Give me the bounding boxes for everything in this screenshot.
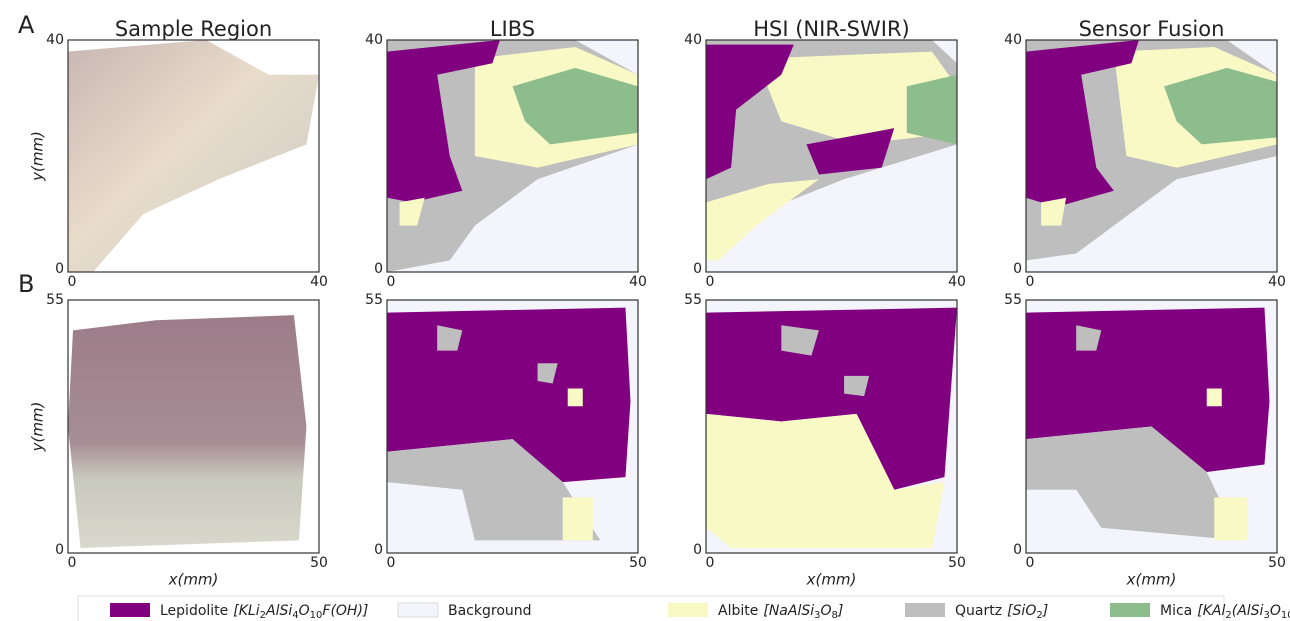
y-tick-label: 0 [374,261,383,277]
x-tick-label: 50 [1268,555,1286,571]
mineral-region [1207,389,1222,407]
panel-label: A [18,11,35,39]
legend-name: Background [448,603,532,619]
mineral-region [1214,497,1247,540]
panel [387,40,638,272]
formula-part: [KAl [1197,603,1225,619]
formula-part: O [821,603,832,619]
legend-label: Albite[NaAlSi3O8] [718,603,843,621]
column-title: Sample Region [115,17,272,41]
formula-part: (AlSi [1232,603,1264,619]
y-tick-label: 0 [55,542,64,558]
formula-part: ] [837,603,843,619]
y-tick-label: 55 [46,292,64,308]
panel [68,40,319,272]
legend-swatch [110,603,150,617]
column-title: Sensor Fusion [1079,17,1225,41]
y-tick-label: 0 [693,261,702,277]
x-tick-label: 0 [1026,555,1035,571]
y-tick-label: 40 [1004,32,1022,48]
x-tick-label: 40 [948,274,966,290]
mineral-region [568,389,583,407]
x-axis-label: x(mm) [806,571,857,589]
y-tick-label: 55 [365,292,383,308]
formula-part: O [1270,603,1281,619]
legend-swatch [1110,603,1150,617]
formula-part: O [299,603,310,619]
x-axis-label: x(mm) [168,571,219,589]
column-title: HSI (NIR-SWIR) [753,17,909,41]
panel [387,300,638,553]
x-tick-label: 40 [310,274,328,290]
panel [706,40,957,272]
panel [68,300,319,553]
y-tick-label: 0 [374,542,383,558]
x-tick-label: 50 [310,555,328,571]
x-axis-label: x(mm) [1126,571,1177,589]
formula-part: F(OH)] [322,603,368,619]
x-tick-label: 50 [629,555,647,571]
panel [706,300,957,553]
y-tick-label: 0 [693,542,702,558]
y-axis-label: y(mm) [29,402,47,453]
y-tick-label: 0 [55,261,64,277]
y-tick-label: 40 [684,32,702,48]
panel-label: B [18,270,34,298]
legend-name: Albite [718,603,758,619]
formula-part: ] [1042,603,1048,619]
formula-part: [KLi [233,603,259,619]
formula-part: [SiO [1007,603,1036,619]
x-tick-label: 40 [1268,274,1286,290]
panel [1026,40,1277,272]
x-tick-label: 0 [387,555,396,571]
x-tick-label: 0 [387,274,396,290]
legend-label: Background [448,603,532,619]
y-tick-label: 40 [46,32,64,48]
y-axis-label: y(mm) [29,131,47,182]
y-tick-label: 0 [1013,542,1022,558]
y-tick-label: 55 [684,292,702,308]
x-tick-label: 0 [706,274,715,290]
legend-swatch [905,603,945,617]
panel [1026,300,1277,553]
legend-name: Quartz [955,603,1002,619]
y-tick-label: 0 [1013,261,1022,277]
x-tick-label: 40 [629,274,647,290]
x-tick-label: 0 [706,555,715,571]
x-tick-label: 0 [1026,274,1035,290]
legend-label: Mica[KAl2(AlSi3O10)(OH)2] [1160,603,1290,621]
x-tick-label: 0 [68,274,77,290]
formula-part: AlSi [265,603,292,619]
x-tick-label: 50 [948,555,966,571]
legend-name: Mica [1160,603,1192,619]
formula-part: [NaAlSi [763,603,814,619]
y-tick-label: 40 [365,32,383,48]
legend-label: Quartz[SiO2] [955,603,1048,621]
legend-swatch [398,603,438,617]
mineral-region [563,497,593,540]
y-tick-label: 55 [1004,292,1022,308]
formula-subscript: 10 [1281,610,1290,621]
legend-swatch [668,603,708,617]
formula-subscript: 10 [310,610,323,621]
figure: A B Sample Region LIBS HSI (NIR-SWIR) Sensor … [0,0,1290,621]
rock [68,315,306,548]
x-tick-label: 0 [68,555,77,571]
column-title: LIBS [490,17,535,41]
mineral-region [907,75,957,145]
legend-name: Lepidolite [160,603,228,619]
